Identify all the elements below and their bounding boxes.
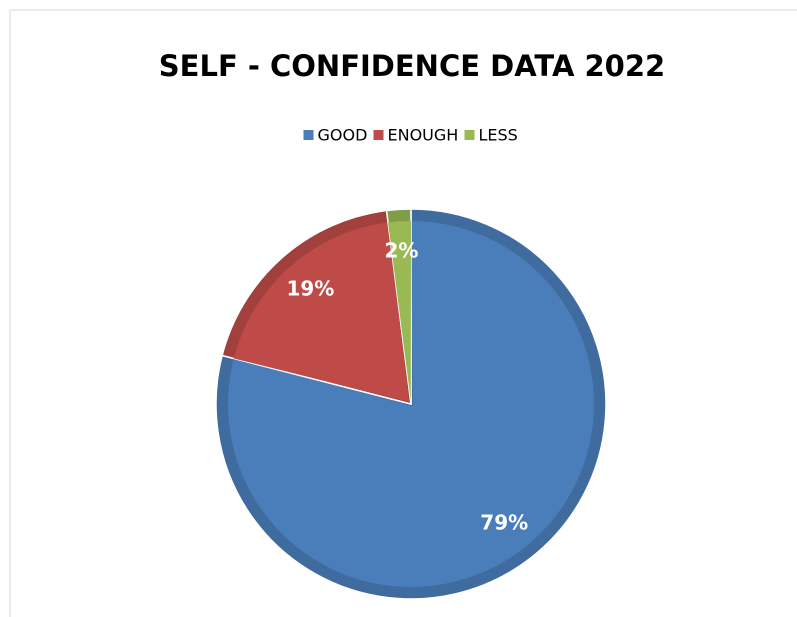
pie-slice-face bbox=[388, 221, 411, 402]
legend-label: LESS bbox=[479, 126, 518, 145]
legend-swatch bbox=[464, 130, 475, 140]
data-label: 19% bbox=[286, 276, 334, 300]
legend-label: GOOD bbox=[318, 126, 368, 145]
legend: GOOD ENOUGH LESS bbox=[303, 126, 518, 145]
pie-slice-face bbox=[227, 221, 594, 587]
pie: 79% 19% 2% bbox=[215, 208, 607, 600]
legend-label: ENOUGH bbox=[388, 126, 459, 145]
legend-swatch bbox=[303, 130, 314, 140]
data-label: 79% bbox=[480, 511, 528, 535]
pie-slice-face bbox=[233, 222, 410, 402]
chart-title: SELF - CONFIDENCE DATA 2022 bbox=[159, 49, 665, 83]
data-label: 2% bbox=[384, 239, 418, 263]
legend-swatch bbox=[373, 130, 384, 140]
